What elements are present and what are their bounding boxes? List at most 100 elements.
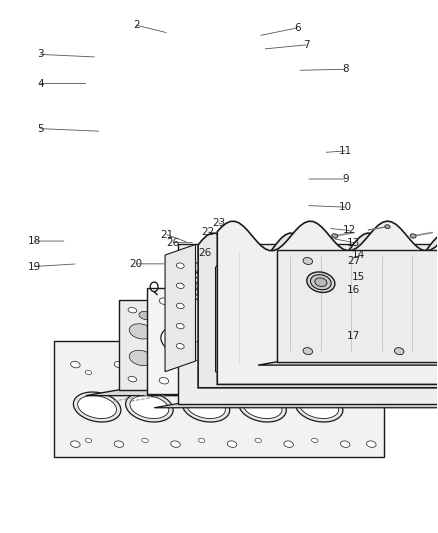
Ellipse shape <box>195 280 213 294</box>
Ellipse shape <box>198 438 205 442</box>
Ellipse shape <box>255 370 261 375</box>
Ellipse shape <box>176 324 200 339</box>
Ellipse shape <box>320 298 330 304</box>
Ellipse shape <box>410 234 416 238</box>
Text: 13: 13 <box>347 238 360 248</box>
Text: 26: 26 <box>198 248 212 259</box>
Ellipse shape <box>383 325 432 357</box>
Text: 15: 15 <box>352 272 365 282</box>
Ellipse shape <box>255 438 261 442</box>
Ellipse shape <box>372 298 382 304</box>
Text: 19: 19 <box>28 262 41 271</box>
Ellipse shape <box>78 395 117 418</box>
Polygon shape <box>258 362 438 365</box>
Ellipse shape <box>383 261 424 291</box>
Ellipse shape <box>212 377 221 384</box>
Ellipse shape <box>307 272 335 293</box>
Ellipse shape <box>171 361 180 368</box>
Ellipse shape <box>311 370 318 375</box>
Text: 11: 11 <box>339 146 352 156</box>
Ellipse shape <box>317 350 341 366</box>
Polygon shape <box>300 297 310 307</box>
Text: 21: 21 <box>160 230 173 240</box>
Polygon shape <box>390 341 417 360</box>
Ellipse shape <box>395 348 404 354</box>
Ellipse shape <box>139 311 152 320</box>
Ellipse shape <box>318 261 322 264</box>
Ellipse shape <box>212 298 221 304</box>
Ellipse shape <box>165 328 206 354</box>
Ellipse shape <box>289 376 298 382</box>
Ellipse shape <box>284 441 293 447</box>
Ellipse shape <box>129 350 153 366</box>
Ellipse shape <box>314 259 325 266</box>
Ellipse shape <box>372 377 382 384</box>
Ellipse shape <box>331 328 371 354</box>
Polygon shape <box>194 341 223 360</box>
Text: 23: 23 <box>212 218 226 228</box>
Ellipse shape <box>71 441 80 447</box>
Polygon shape <box>215 258 438 372</box>
Text: 16: 16 <box>347 285 360 295</box>
Ellipse shape <box>327 311 340 320</box>
Ellipse shape <box>339 289 347 296</box>
Ellipse shape <box>317 324 341 339</box>
Ellipse shape <box>180 376 189 382</box>
Ellipse shape <box>196 268 222 285</box>
Ellipse shape <box>341 376 350 382</box>
Ellipse shape <box>303 257 313 264</box>
Ellipse shape <box>340 441 350 447</box>
Ellipse shape <box>227 361 237 368</box>
Ellipse shape <box>274 328 315 354</box>
Ellipse shape <box>177 324 184 329</box>
Ellipse shape <box>187 395 226 418</box>
Ellipse shape <box>289 308 298 313</box>
Ellipse shape <box>85 370 92 375</box>
Ellipse shape <box>367 441 376 447</box>
Ellipse shape <box>223 252 230 258</box>
Ellipse shape <box>264 377 273 384</box>
Ellipse shape <box>389 376 398 382</box>
Ellipse shape <box>186 311 199 320</box>
Polygon shape <box>53 341 385 457</box>
Polygon shape <box>217 221 438 384</box>
Ellipse shape <box>284 361 293 368</box>
Ellipse shape <box>177 344 184 349</box>
Ellipse shape <box>177 283 184 288</box>
Ellipse shape <box>243 395 282 418</box>
Ellipse shape <box>85 438 92 442</box>
Ellipse shape <box>303 348 313 354</box>
Ellipse shape <box>239 392 286 422</box>
Ellipse shape <box>161 325 211 357</box>
Polygon shape <box>391 300 424 395</box>
Ellipse shape <box>387 328 428 354</box>
Text: 10: 10 <box>339 202 352 212</box>
Polygon shape <box>119 300 424 390</box>
Ellipse shape <box>318 252 325 258</box>
Ellipse shape <box>237 261 278 291</box>
Text: 6: 6 <box>294 23 300 33</box>
Text: 8: 8 <box>342 64 349 74</box>
Ellipse shape <box>128 376 137 382</box>
Polygon shape <box>178 245 438 403</box>
Polygon shape <box>317 297 328 307</box>
Text: 12: 12 <box>343 225 356 236</box>
Ellipse shape <box>391 268 417 285</box>
Ellipse shape <box>300 395 339 418</box>
Ellipse shape <box>342 268 368 285</box>
Ellipse shape <box>270 324 294 339</box>
Polygon shape <box>147 288 438 394</box>
Ellipse shape <box>332 234 338 238</box>
Polygon shape <box>86 390 424 395</box>
Ellipse shape <box>315 278 327 287</box>
Ellipse shape <box>392 252 399 258</box>
Ellipse shape <box>364 324 388 339</box>
Ellipse shape <box>171 441 180 447</box>
Text: 27: 27 <box>347 256 360 266</box>
Text: 26: 26 <box>167 238 180 248</box>
Ellipse shape <box>244 268 270 285</box>
Ellipse shape <box>129 324 153 339</box>
Ellipse shape <box>223 350 247 366</box>
Ellipse shape <box>177 303 184 309</box>
Ellipse shape <box>182 392 230 422</box>
